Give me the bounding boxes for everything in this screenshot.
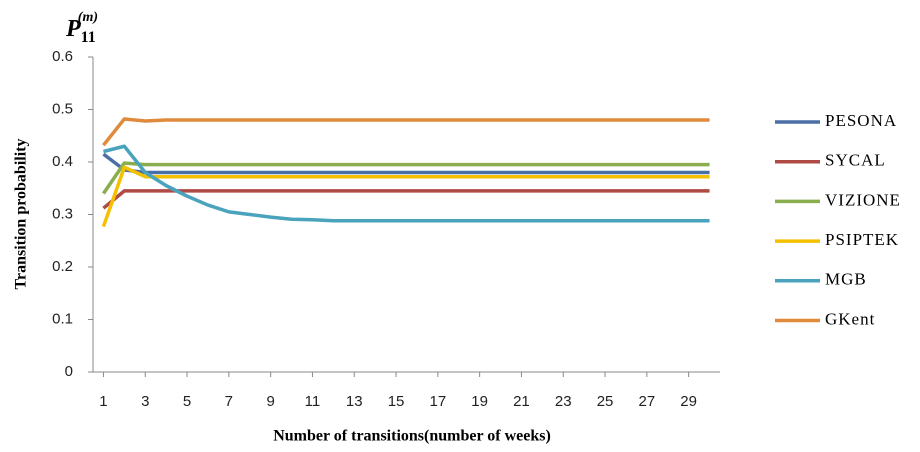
series-line [102,152,710,175]
y-axis-label: Transition probability [13,139,30,290]
x-tick-label: 5 [183,393,191,410]
legend-label: MGB [825,270,867,289]
title-sup: (m) [78,10,98,25]
x-tick-label: 21 [513,393,530,410]
x-tick-label: 29 [680,393,697,410]
y-tick-label: 0.3 [52,205,73,222]
x-tick-label: 3 [141,393,149,410]
series-line [102,161,710,195]
title-base: P [65,16,81,42]
series-line [102,117,710,147]
x-tick-label: 1 [99,393,107,410]
title-sub: 11 [81,29,96,46]
x-tick-label: 7 [225,393,233,410]
legend-label: VIZIONE [825,190,901,209]
x-tick-label: 19 [471,393,488,410]
x-tick-label: 9 [266,393,274,410]
y-tick-label: 0.6 [52,48,73,65]
chart-title: P11 (m) [65,10,98,45]
x-tick-label: 15 [388,393,405,410]
y-tick-label: 0.4 [52,153,73,170]
x-tick-label: 25 [597,393,614,410]
x-tick-label: 27 [639,393,656,410]
y-tick-label: 0.2 [52,258,73,275]
x-axis-label: Number of transitions(number of weeks) [273,428,551,445]
legend-label: SYCAL [825,151,886,170]
x-tick-label: 17 [430,393,447,410]
x-tick-label: 23 [555,393,572,410]
legend-label: PESONA [825,111,897,130]
y-tick-label: 0.1 [52,310,73,327]
y-tick-label: 0 [65,363,73,380]
x-tick-label: 13 [346,393,363,410]
series-line [103,144,710,223]
y-tick-label: 0.5 [52,100,73,117]
x-tick-label: 11 [305,393,321,410]
legend-label: PSIPTEK [825,230,899,249]
series-line [102,189,710,210]
series-line [101,165,710,228]
legend-label: GKent [825,309,875,328]
